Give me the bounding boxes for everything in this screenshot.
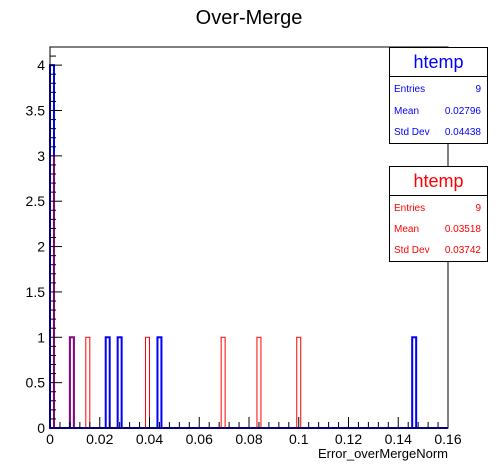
stats-blue-mean-row: Mean 0.02796 — [394, 102, 481, 122]
stats-box-red: htemp Entries 9 Mean 0.03518 Std Dev 0.0… — [389, 166, 488, 262]
x-tick-label: 0.1 — [289, 431, 309, 447]
axes-layer: 0 0.02 0.04 0.06 0.08 0.1 0.12 0.14 0.16 0 0.5 1 1.5… — [26, 46, 462, 447]
stats-red-entries-value: 9 — [475, 203, 481, 214]
hist-bar — [256, 336, 262, 429]
hist-bar — [296, 336, 302, 429]
stats-blue-std-label: Std Dev — [394, 127, 430, 138]
hist-bar — [411, 336, 418, 429]
stats-blue-std-row: Std Dev 0.04438 — [394, 123, 481, 143]
hist-bar — [116, 336, 123, 429]
x-tick-label: 0.04 — [136, 431, 163, 447]
x-axis-label: Error_overMergeNorm — [318, 446, 448, 461]
stats-blue-std-value: 0.04438 — [444, 127, 481, 138]
stats-blue-entries-label: Entries — [394, 84, 426, 95]
y-tick-label: 2.5 — [26, 193, 46, 209]
stats-red-std-row: Std Dev 0.03742 — [394, 241, 481, 261]
y-tick-label: 1 — [37, 329, 45, 345]
stats-red-entries-row: Entries 9 — [394, 199, 481, 219]
y-tick-label: 3 — [37, 148, 45, 164]
hist-bar — [220, 336, 226, 429]
y-tick-label: 3.5 — [26, 103, 46, 119]
x-tick-label: 0 — [46, 431, 54, 447]
x-tick-label: 0.08 — [235, 431, 262, 447]
y-tick-label: 2 — [37, 239, 45, 255]
x-tick-label: 0.14 — [385, 431, 412, 447]
stats-blue-mean-label: Mean — [394, 106, 420, 117]
hist-bar — [85, 336, 91, 429]
hist-bar — [156, 336, 163, 429]
y-tick-label: 1.5 — [26, 284, 46, 300]
y-tick-label: 0 — [37, 420, 45, 436]
stats-red-std-label: Std Dev — [394, 245, 430, 256]
y-tick-label: 0.5 — [26, 375, 46, 391]
stats-red-entries-label: Entries — [394, 203, 426, 214]
x-tick-label: 0.02 — [86, 431, 113, 447]
stats-box-blue: htemp Entries 9 Mean 0.02796 Std Dev 0.0… — [389, 47, 488, 144]
hist-bar — [68, 336, 75, 429]
x-tick-label: 0.12 — [335, 431, 362, 447]
stats-red-mean-row: Mean 0.03518 — [394, 220, 481, 240]
y-tick-label: 4 — [37, 57, 45, 73]
stats-blue-entries-value: 9 — [475, 84, 481, 95]
stats-blue-mean-value: 0.02796 — [444, 106, 481, 117]
hist-bar — [104, 336, 111, 429]
stats-red-mean-value: 0.03518 — [444, 224, 481, 235]
chart-title: Over-Merge — [196, 7, 303, 29]
x-tick-label: 0.06 — [186, 431, 213, 447]
stats-red-std-value: 0.03742 — [444, 245, 481, 256]
stats-box-red-title: htemp — [390, 167, 487, 196]
stats-red-mean-label: Mean — [394, 224, 420, 235]
hist-bar — [145, 336, 151, 429]
stats-blue-entries-row: Entries 9 — [394, 80, 481, 100]
x-tick-label: 0.16 — [434, 431, 461, 447]
stats-box-blue-title: htemp — [390, 48, 487, 77]
